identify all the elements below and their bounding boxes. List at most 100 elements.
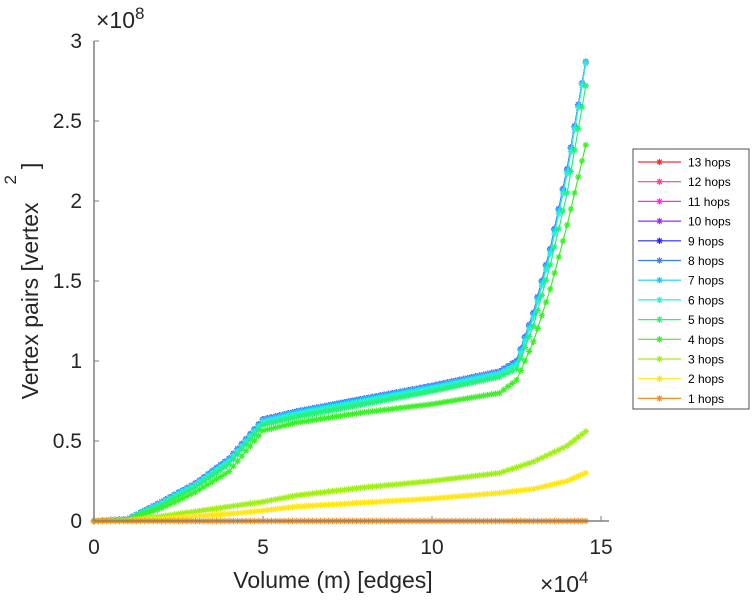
data-point-marker [325, 501, 332, 508]
data-point-marker [325, 407, 332, 415]
data-point-marker [313, 410, 320, 417]
y-tick-label: 3 [70, 30, 82, 53]
legend-item[interactable]: 3 hops [638, 353, 724, 367]
data-point-marker [251, 431, 258, 438]
legend-item[interactable]: 8 hops [638, 254, 724, 268]
data-point-marker [285, 493, 292, 501]
data-point-marker [656, 178, 663, 185]
data-point-marker [432, 400, 440, 407]
data-point-marker [200, 478, 208, 485]
series-line [93, 61, 587, 522]
legend: 13 hops 12 hops 11 hops 10 hops 9 hops 8 hops… [632, 148, 750, 410]
data-point-marker [251, 437, 258, 444]
series-2-hops [90, 469, 589, 525]
legend-item[interactable]: 10 hops [638, 215, 731, 229]
data-point-marker [365, 400, 372, 407]
data-point-marker [377, 397, 384, 405]
data-point-marker [509, 380, 516, 387]
data-point-marker [564, 442, 571, 449]
legend-label: 10 hops [688, 215, 731, 229]
series-line [93, 85, 587, 522]
data-point-marker [349, 403, 356, 410]
data-point-marker [538, 292, 546, 299]
data-point-marker [464, 380, 471, 387]
legend-item[interactable]: 13 hops [638, 156, 731, 170]
data-point-marker [255, 507, 262, 515]
data-point-marker [259, 507, 267, 514]
x-tick-label: 5 [257, 536, 269, 559]
data-point-marker [333, 406, 340, 413]
data-point-marker [542, 299, 550, 306]
data-point-marker [656, 395, 663, 402]
data-point-marker [234, 458, 241, 465]
y-tick-label: 0.5 [53, 430, 82, 453]
series-5-hops [90, 82, 589, 525]
data-point-marker [309, 416, 316, 424]
data-point-marker [321, 415, 328, 422]
data-point-marker [209, 478, 216, 485]
y-tick-label: 1.5 [53, 270, 82, 293]
data-point-marker [656, 355, 663, 363]
data-point-marker [297, 413, 304, 420]
data-point-marker [551, 243, 558, 251]
legend-item[interactable]: 6 hops [638, 293, 724, 307]
legend-item[interactable]: 5 hops [638, 313, 724, 327]
data-point-marker [575, 433, 582, 441]
series-line [93, 61, 587, 522]
data-point-marker [209, 472, 216, 479]
legend-item[interactable]: 12 hops [638, 175, 731, 189]
data-point-marker [582, 469, 589, 477]
data-point-marker [268, 497, 275, 504]
data-point-marker [280, 504, 288, 512]
data-point-marker [317, 415, 324, 423]
data-point-marker [337, 412, 344, 420]
data-point-marker [325, 414, 332, 421]
data-point-marker [555, 225, 562, 233]
data-point-marker [513, 377, 520, 384]
data-point-marker [440, 399, 448, 406]
legend-item[interactable]: 4 hops [638, 333, 724, 347]
data-point-marker [221, 470, 229, 478]
data-point-marker [221, 504, 229, 511]
data-point-marker [555, 479, 562, 487]
y-tick-label: 2.5 [53, 110, 82, 133]
data-point-marker [183, 513, 191, 520]
data-point-marker [521, 357, 529, 365]
data-point-marker [436, 386, 444, 393]
data-point-marker [424, 388, 432, 396]
y-ticks: 0 0.5 1 1.5 2 2.5 3 [53, 30, 99, 533]
data-point-marker [538, 454, 546, 461]
data-point-marker [385, 396, 392, 403]
data-point-marker [396, 394, 404, 401]
data-point-marker [305, 411, 312, 418]
data-point-marker [428, 388, 436, 395]
data-point-marker [369, 399, 376, 406]
legend-item[interactable]: 2 hops [638, 372, 724, 386]
data-point-marker [456, 382, 464, 389]
data-point-marker [500, 386, 508, 393]
data-point-marker [200, 507, 208, 514]
data-point-marker [444, 398, 452, 405]
data-point-marker [272, 505, 279, 513]
series-3-hops [90, 428, 589, 525]
data-point-marker [341, 412, 348, 419]
legend-item[interactable]: 1 hops [638, 392, 724, 406]
data-point-marker [575, 173, 582, 181]
data-point-marker [432, 387, 440, 394]
data-point-marker [480, 377, 487, 384]
data-point-marker [656, 296, 663, 304]
legend-label: 8 hops [688, 254, 724, 268]
plot-area [90, 58, 589, 525]
legend-item[interactable]: 7 hops [638, 274, 724, 288]
data-point-marker [496, 389, 503, 397]
data-point-marker [448, 397, 456, 405]
series-line [93, 61, 587, 522]
data-point-marker [255, 426, 262, 434]
legend-item[interactable]: 11 hops [638, 195, 730, 209]
data-point-marker [476, 393, 483, 400]
data-point-marker [345, 404, 352, 411]
data-point-marker [293, 413, 300, 421]
data-point-marker [353, 410, 360, 417]
data-point-marker [217, 466, 224, 474]
legend-item[interactable]: 9 hops [638, 234, 724, 248]
